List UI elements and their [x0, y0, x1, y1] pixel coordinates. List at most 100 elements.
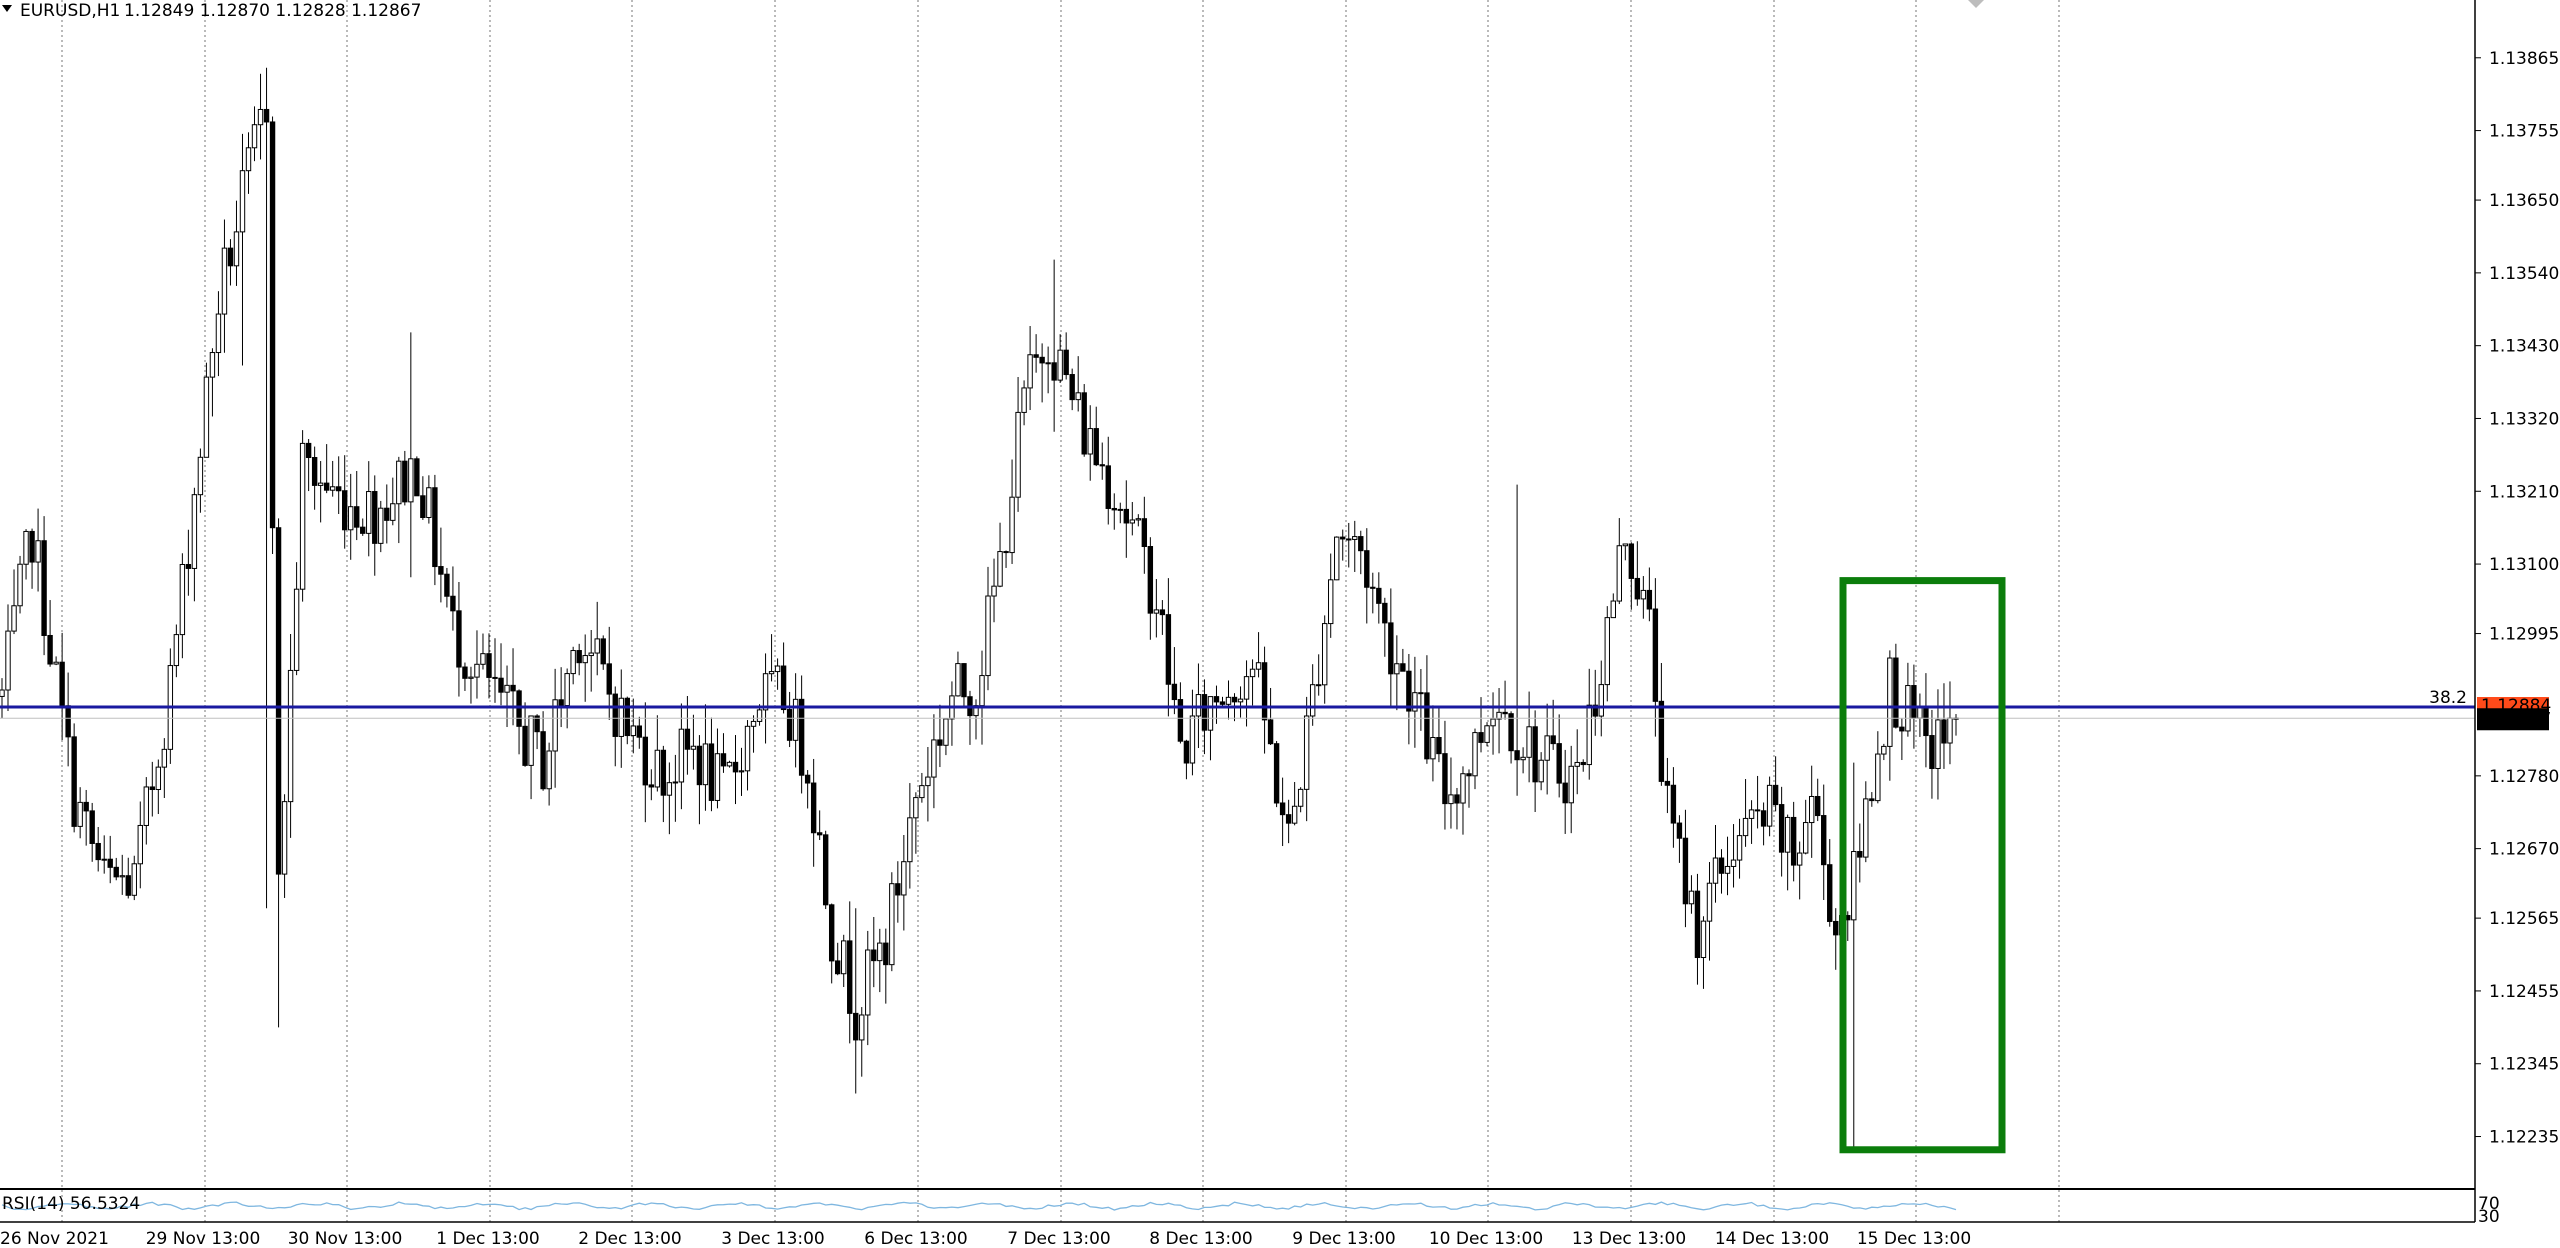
- candle-body: [77, 801, 83, 827]
- candle-body: [53, 661, 59, 665]
- candle-body: [528, 715, 534, 766]
- candle-body: [456, 610, 462, 668]
- candle-body: [1279, 802, 1286, 816]
- candle-body: [853, 1012, 859, 1041]
- candle-body: [612, 693, 618, 737]
- candle-body: [1941, 719, 1947, 744]
- candle-body: [997, 551, 1003, 587]
- candle-body: [1394, 663, 1400, 675]
- candle-body: [1538, 759, 1544, 783]
- candle-body: [708, 743, 715, 801]
- candle-body: [540, 731, 546, 790]
- candle-body: [1454, 794, 1460, 804]
- candle-body: [1135, 518, 1142, 521]
- candle-body: [1616, 545, 1623, 602]
- candle-body: [5, 630, 11, 691]
- candle-body: [558, 699, 564, 707]
- candle-body: [1189, 715, 1196, 764]
- candle-body: [1340, 536, 1346, 540]
- highlight-box[interactable]: [1839, 577, 2006, 1154]
- candle-body: [859, 1014, 865, 1041]
- candle-body: [630, 725, 636, 737]
- time-tick-label: 30 Nov 13:00: [288, 1229, 403, 1248]
- candle-body: [113, 866, 119, 878]
- candle-body: [606, 663, 612, 695]
- candle-body: [1520, 756, 1526, 761]
- candle-body: [1045, 362, 1051, 365]
- candle-body: [1857, 851, 1863, 858]
- candle-body: [335, 486, 342, 492]
- candle-body: [1177, 699, 1184, 742]
- candle-body: [1442, 753, 1448, 805]
- candle-body: [1514, 750, 1520, 761]
- candle-body: [1261, 662, 1268, 721]
- candle-body: [474, 663, 480, 678]
- candle-body: [263, 108, 270, 123]
- candle-body: [816, 832, 823, 836]
- candle-body: [1574, 761, 1580, 767]
- candle-body: [1285, 814, 1292, 824]
- candle-body: [1947, 717, 1953, 744]
- candle-body: [1051, 362, 1057, 381]
- time-tick-label: 3 Dec 13:00: [721, 1229, 825, 1248]
- candle-body: [582, 655, 588, 664]
- candle-body: [203, 376, 210, 458]
- candle-body: [209, 352, 216, 378]
- candle-body: [1334, 536, 1340, 581]
- candle-body: [955, 663, 961, 697]
- fib-38-2-label: 38.2: [2429, 688, 2467, 708]
- candle-body: [1766, 784, 1773, 827]
- candle-body: [354, 506, 360, 528]
- candle-body: [1466, 773, 1472, 777]
- candle-body: [1827, 864, 1833, 922]
- candle-body: [221, 247, 228, 315]
- candle-body: [1502, 711, 1508, 715]
- price-tick-label: 1.13540: [2489, 264, 2559, 284]
- candle-body: [323, 482, 330, 491]
- candle-body: [1646, 589, 1653, 610]
- candle-body: [1159, 609, 1166, 616]
- candle-body: [1736, 835, 1743, 861]
- candle-body: [1165, 614, 1172, 685]
- candle-body: [1700, 920, 1707, 959]
- candle-body: [173, 634, 180, 667]
- candle-body: [1273, 743, 1280, 804]
- price-axis-ticks: 1.13865 1.13755 1.13650 1.13540 1.13430 1.133…: [2475, 49, 2559, 1148]
- candle-body: [1580, 761, 1586, 766]
- candle-body: [1352, 536, 1358, 540]
- candle-body: [1195, 694, 1202, 717]
- candle-body: [780, 665, 787, 711]
- candle-body: [738, 770, 745, 773]
- candle-body: [1171, 683, 1178, 701]
- price-tick-label: 1.13865: [2489, 49, 2559, 69]
- candle-body: [1658, 700, 1665, 782]
- candle-body: [1833, 920, 1839, 936]
- candle-body: [720, 753, 727, 767]
- candle-body: [1887, 657, 1893, 747]
- candle-body: [1526, 726, 1532, 758]
- triangle-down-icon[interactable]: [2, 5, 12, 12]
- candle-body: [666, 782, 673, 796]
- current-price-tag: [2477, 708, 2549, 731]
- symbol-label: EURUSD,H1: [20, 1, 120, 21]
- candle-body: [774, 665, 781, 673]
- candle-body: [1003, 551, 1009, 554]
- candle-body: [245, 147, 252, 172]
- candle-body: [756, 709, 763, 722]
- candle-body: [215, 313, 222, 354]
- price-tick-label: 1.12995: [2489, 625, 2559, 645]
- candle-body: [1237, 698, 1244, 703]
- candle-body: [1225, 696, 1232, 705]
- candle-body: [925, 776, 931, 787]
- chart-shift-marker-icon[interactable]: [1968, 0, 1984, 8]
- candle-body: [0, 689, 5, 697]
- candle-body: [1478, 732, 1484, 743]
- candle-body: [257, 108, 264, 126]
- candle-body: [1881, 745, 1887, 755]
- candle-body: [1893, 657, 1899, 728]
- time-tick-label: 10 Dec 13:00: [1429, 1229, 1543, 1248]
- candle-body: [450, 595, 456, 612]
- candle-body: [233, 231, 240, 267]
- price-tick-label: 1.12780: [2489, 767, 2559, 787]
